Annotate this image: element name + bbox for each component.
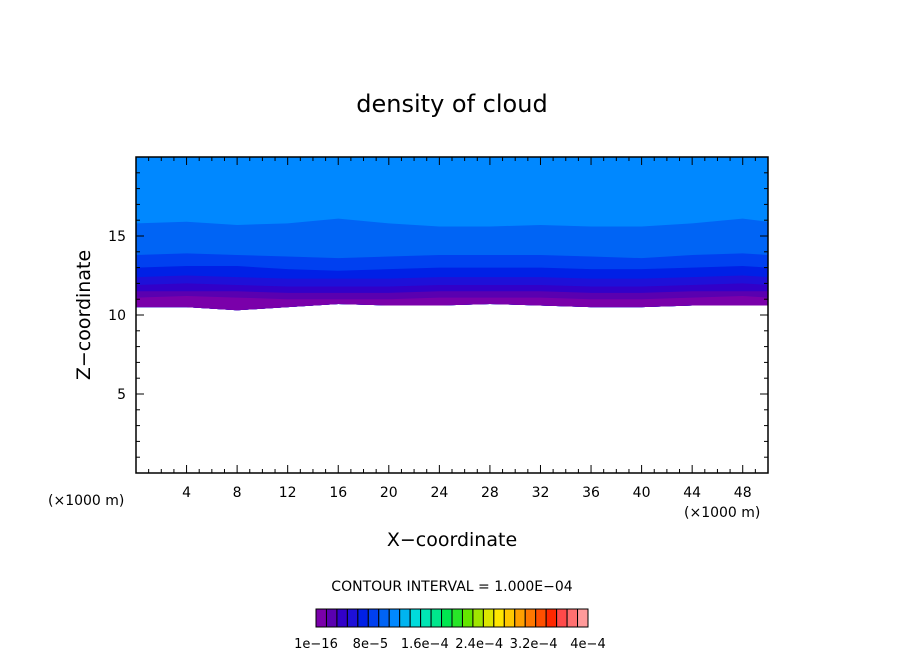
x-tick-label: 40 [633, 485, 651, 501]
x-tick-label: 20 [380, 485, 398, 501]
y-tick-label: 10 [108, 308, 126, 324]
colorbar-swatch [535, 608, 547, 628]
colorbar-label: 4e−4 [570, 637, 605, 652]
colorbar-swatch [409, 608, 422, 628]
x-tick-label: 4 [182, 485, 191, 501]
y-axis-title: Z−coordinate [73, 250, 95, 380]
y-tick-label: 15 [108, 229, 126, 245]
chart-title: density of cloud [356, 90, 547, 118]
x-axis-title: X−coordinate [387, 529, 517, 551]
colorbar [315, 608, 589, 628]
colorbar-swatch [420, 608, 432, 628]
colorbar-swatch [503, 608, 516, 628]
colorbar-swatch [441, 608, 453, 628]
colorbar-label: 3.2e−4 [510, 637, 558, 652]
colorbar-swatch [577, 608, 589, 628]
contour-band-8 [136, 296, 768, 311]
colorbar-labels: 1e−16 8e−5 1.6e−4 2.4e−4 3.2e−4 4e−4 [294, 637, 606, 652]
contour-interval-text: CONTOUR INTERVAL = 1.000E−04 [331, 579, 572, 595]
colorbar-swatch [325, 608, 338, 628]
colorbar-swatch [315, 608, 327, 628]
colorbar-swatch [545, 608, 558, 628]
colorbar-swatch [378, 608, 390, 628]
colorbar-swatch [346, 608, 359, 628]
colorbar-swatch [493, 608, 505, 628]
colorbar-swatch [399, 608, 411, 628]
x-tick-label: 8 [233, 485, 242, 501]
plot-area [136, 157, 768, 311]
x-tick-label: 24 [430, 485, 448, 501]
colorbar-swatch [451, 608, 463, 628]
colorbar-label: 8e−5 [353, 637, 388, 652]
y-tick-label: 5 [117, 387, 126, 403]
colorbar-swatch [482, 608, 495, 628]
colorbar-swatch [461, 608, 474, 628]
colorbar-label: 2.4e−4 [455, 637, 503, 652]
colorbar-label: 1e−16 [294, 637, 338, 652]
colorbar-swatch [367, 608, 380, 628]
x-tick-label: 48 [734, 485, 752, 501]
colorbar-swatch [357, 608, 369, 628]
colorbar-swatch [388, 608, 401, 628]
x-tick-label: 16 [329, 485, 347, 501]
x-tick-label: 44 [683, 485, 701, 501]
colorbar-swatch [472, 608, 484, 628]
colorbar-swatch [524, 608, 537, 628]
colorbar-swatch [514, 608, 526, 628]
colorbar-swatch [336, 608, 348, 628]
x-unit-label-right: (×1000 m) [684, 505, 760, 521]
colorbar-label: 1.6e−4 [401, 637, 449, 652]
x-tick-label: 28 [481, 485, 499, 501]
x-unit-label-left: (×1000 m) [48, 493, 124, 509]
colorbar-swatch [556, 608, 568, 628]
x-tick-label: 32 [532, 485, 550, 501]
x-tick-label: 12 [279, 485, 297, 501]
colorbar-swatch [430, 608, 443, 628]
colorbar-swatch [566, 608, 579, 628]
x-tick-label: 36 [582, 485, 600, 501]
